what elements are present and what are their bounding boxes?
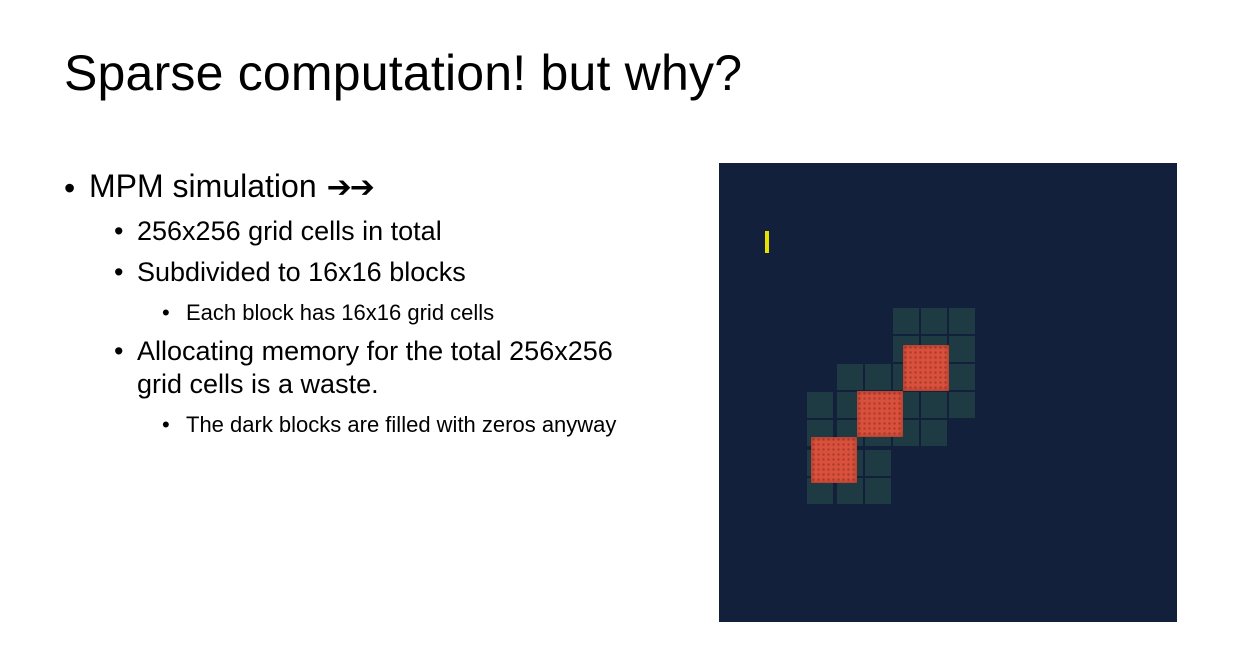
bullet-allocating-memory-line2: grid cells is a waste.: [137, 369, 379, 399]
active-block: [807, 392, 833, 418]
bullet-dot: •: [162, 300, 170, 325]
bullet-text: MPM simulation: [89, 168, 317, 204]
slide-title: Sparse computation! but why?: [64, 45, 743, 101]
arrow-right-icon: ➔➔: [326, 170, 375, 205]
bullet-dark-blocks-zeros: The dark blocks are filled with zeros an…: [186, 412, 617, 437]
active-block: [893, 308, 919, 334]
bullet-list: • MPM simulation ➔➔ • 256x256 grid cells …: [64, 168, 617, 437]
bullet-dot: •: [114, 257, 124, 287]
bullet-dot: •: [114, 216, 124, 246]
active-block: [949, 364, 975, 390]
bullet-grid-cells-total: 256x256 grid cells in total: [137, 216, 442, 246]
active-block: [865, 450, 891, 476]
mpm-simulation-image: [719, 163, 1177, 622]
bullet-dot: •: [64, 170, 76, 206]
active-block: [865, 478, 891, 504]
active-block: [921, 392, 947, 418]
active-block: [949, 392, 975, 418]
active-block: [921, 420, 947, 446]
bullet-dot: •: [162, 412, 170, 437]
bullet-dot: •: [114, 336, 124, 366]
active-block: [949, 336, 975, 362]
bullet-allocating-memory-line1: Allocating memory for the total 256x256: [137, 336, 613, 366]
particle-square: [857, 391, 903, 437]
particle-square: [903, 345, 949, 391]
active-block: [921, 308, 947, 334]
active-block: [865, 364, 891, 390]
particle-square: [811, 437, 857, 483]
active-block: [837, 364, 863, 390]
particle-marker: [765, 231, 769, 253]
active-block: [949, 308, 975, 334]
bullet-block-grid-cells: Each block has 16x16 grid cells: [186, 300, 495, 325]
bullet-subdivided-blocks: Subdivided to 16x16 blocks: [137, 257, 466, 287]
bullet-mpm-simulation: MPM simulation ➔➔: [89, 168, 375, 205]
